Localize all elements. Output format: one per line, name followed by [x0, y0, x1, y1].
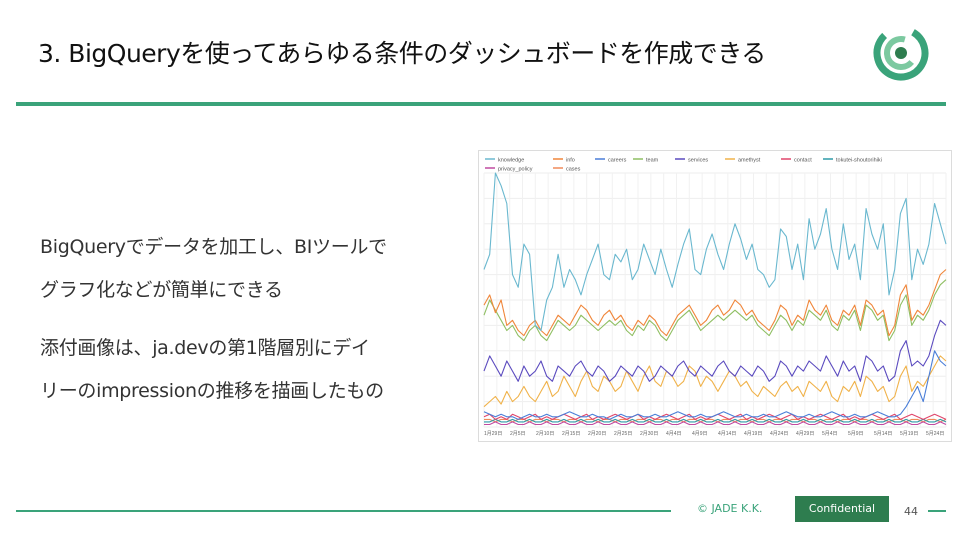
- series-line-amethyst: [483, 355, 947, 408]
- body-line-3: 添付画像は、ja.devの第1階層別にデイ: [40, 337, 370, 359]
- legend-label: team: [646, 158, 659, 164]
- confidential-badge: Confidential: [795, 496, 889, 522]
- x-tick-label: 5月9日: [848, 431, 864, 437]
- legend-label: privacy_policy: [498, 167, 533, 173]
- x-tick-label: 5月4日: [822, 431, 838, 437]
- page-number: 44: [904, 505, 918, 518]
- legend-label: tokutei-shoutorihiki: [836, 158, 882, 164]
- series-line-tokutei-shoutorihiki: [484, 418, 947, 423]
- title-divider: [16, 102, 946, 106]
- x-tick-label: 5月14日: [874, 431, 892, 437]
- series-line-services: [483, 319, 947, 382]
- x-tick-label: 2月20日: [588, 431, 606, 437]
- x-tick-label: 4月19日: [744, 431, 762, 437]
- x-tick-label: 4月29日: [796, 431, 814, 437]
- x-tick-label: 4月9日: [692, 431, 708, 437]
- legend-label: amethyst: [738, 158, 761, 164]
- x-tick-label: 1月29日: [484, 431, 502, 437]
- series-line-knowledge: [483, 172, 947, 332]
- series-line-careers: [483, 350, 947, 420]
- x-tick-label: 4月4日: [666, 431, 682, 437]
- body-line-1: BigQueryでデータを加工し、BIツールで: [40, 236, 387, 258]
- footer-copyright: © JADE K.K.: [697, 502, 763, 515]
- line-chart: knowledge info careers team services amethyst…: [478, 150, 952, 442]
- legend-label: services: [688, 158, 708, 164]
- legend-label: cases: [566, 167, 581, 173]
- x-tick-label: 2月15日: [562, 431, 580, 437]
- x-tick-label: 5月24日: [926, 431, 944, 437]
- x-tick-label: 4月24日: [770, 431, 788, 437]
- series-line-privacy_policy: [484, 421, 947, 426]
- footer-divider-left: [16, 510, 671, 512]
- body-line-4: リーのimpressionの推移を描画したもの: [40, 380, 384, 402]
- line-chart-svg: knowledge info careers team services amethyst…: [483, 158, 947, 437]
- legend-label: careers: [608, 158, 627, 164]
- series-line-info: [483, 269, 947, 337]
- jade-logo-icon: [873, 25, 929, 81]
- x-tick-label: 2月5日: [510, 431, 526, 437]
- body-line-2: グラフ化などが簡単にできる: [40, 279, 283, 301]
- legend-label: knowledge: [498, 158, 524, 164]
- x-tick-label: 2月25日: [614, 431, 632, 437]
- x-tick-label: 2月10日: [536, 431, 554, 437]
- legend-label: info: [566, 158, 575, 164]
- series-line-team: [483, 279, 947, 342]
- x-tick-label: 4月14日: [718, 431, 736, 437]
- footer-divider-right: [928, 510, 946, 512]
- legend-label: contact: [794, 158, 812, 164]
- x-tick-label: 2月30日: [640, 431, 658, 437]
- slide-title: 3. BigQueryを使ってあらゆる条件のダッシュボードを作成できる: [38, 39, 766, 68]
- x-tick-label: 5月19日: [900, 431, 918, 437]
